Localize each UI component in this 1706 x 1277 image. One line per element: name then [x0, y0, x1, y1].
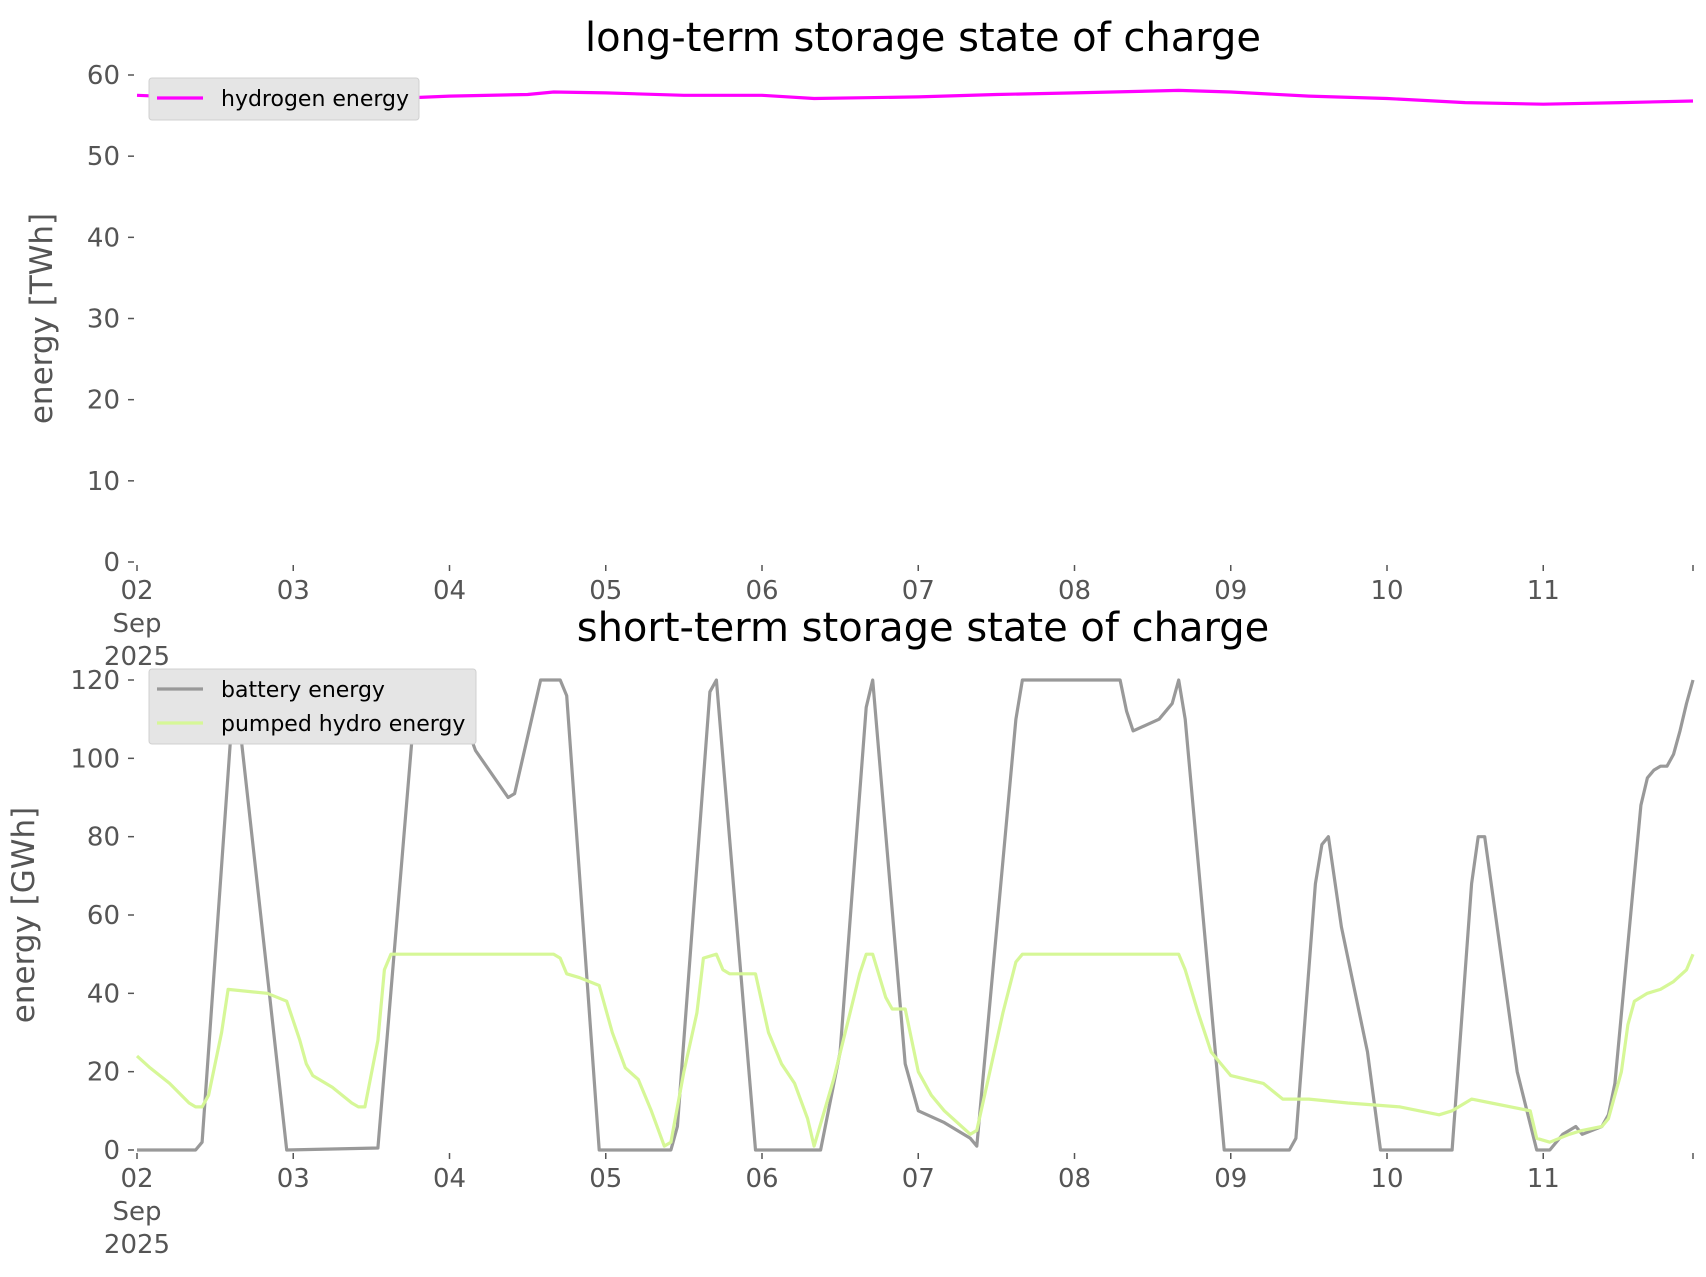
y-tick-label: 40	[87, 223, 120, 253]
legend-label: battery energy	[221, 678, 385, 703]
y-tick-label: 50	[87, 142, 120, 172]
chart-title: long-term storage state of charge	[585, 15, 1261, 61]
legend-box	[148, 668, 477, 745]
y-tick-label: 60	[87, 901, 120, 931]
y-tick-label: 40	[87, 979, 120, 1009]
y-tick-label: 20	[87, 386, 120, 416]
legend-label: hydrogen energy	[221, 87, 409, 112]
x-tick-label: 02 Sep 2025	[104, 1164, 170, 1260]
y-tick-label: 10	[87, 467, 120, 497]
legend: hydrogen energy	[148, 77, 420, 121]
x-tick-label: 08	[1058, 576, 1091, 606]
y-tick-label: 20	[87, 1058, 120, 1088]
x-tick-label: 07	[902, 1164, 935, 1194]
x-tick-label: 08	[1058, 1164, 1091, 1194]
x-tick-label: 07	[902, 576, 935, 606]
x-tick-label: 04	[433, 1164, 466, 1194]
y-tick-label: 80	[87, 823, 120, 853]
y-tick-label: 120	[70, 666, 120, 696]
y-axis-label: energy [GWh]	[6, 807, 42, 1023]
x-tick-label: 02 Sep 2025	[104, 576, 170, 672]
series-line-hydrogen-energy	[136, 88, 1694, 106]
legend: battery energy pumped hydro energy	[148, 668, 477, 745]
y-tick-label: 60	[87, 61, 120, 91]
chart-title: short-term storage state of charge	[577, 605, 1270, 651]
x-tick-label: 03	[277, 1164, 310, 1194]
x-tick-label: 04	[433, 576, 466, 606]
x-tick-label: 11	[1527, 1164, 1560, 1194]
series-line-battery-energy	[137, 678, 1695, 1152]
chart-panel-2: short-term storage state of charge energy…	[6, 605, 1695, 1260]
x-tick-label: 05	[589, 1164, 622, 1194]
y-tick-label: 30	[87, 305, 120, 335]
y-tick-label: 0	[103, 1136, 120, 1166]
x-tick-label: 10	[1370, 576, 1403, 606]
y-tick-label: 0	[103, 548, 120, 578]
x-tick-label: 05	[589, 576, 622, 606]
x-tick-label: 09	[1214, 576, 1247, 606]
chart-panel-1: long-term storage state of charge energy …	[24, 15, 1694, 672]
x-tick-label: 06	[745, 576, 778, 606]
y-tick-label: 100	[70, 744, 120, 774]
y-axis-label: energy [TWh]	[24, 213, 60, 424]
legend-box	[148, 77, 420, 121]
legend-label: pumped hydro energy	[221, 712, 465, 737]
x-tick-label: 11	[1527, 576, 1560, 606]
x-tick-label: 06	[745, 1164, 778, 1194]
x-tick-label: 10	[1370, 1164, 1403, 1194]
x-tick-label: 03	[277, 576, 310, 606]
series-line-pumped-hydro-energy	[135, 952, 1695, 1148]
x-tick-label: 09	[1214, 1164, 1247, 1194]
